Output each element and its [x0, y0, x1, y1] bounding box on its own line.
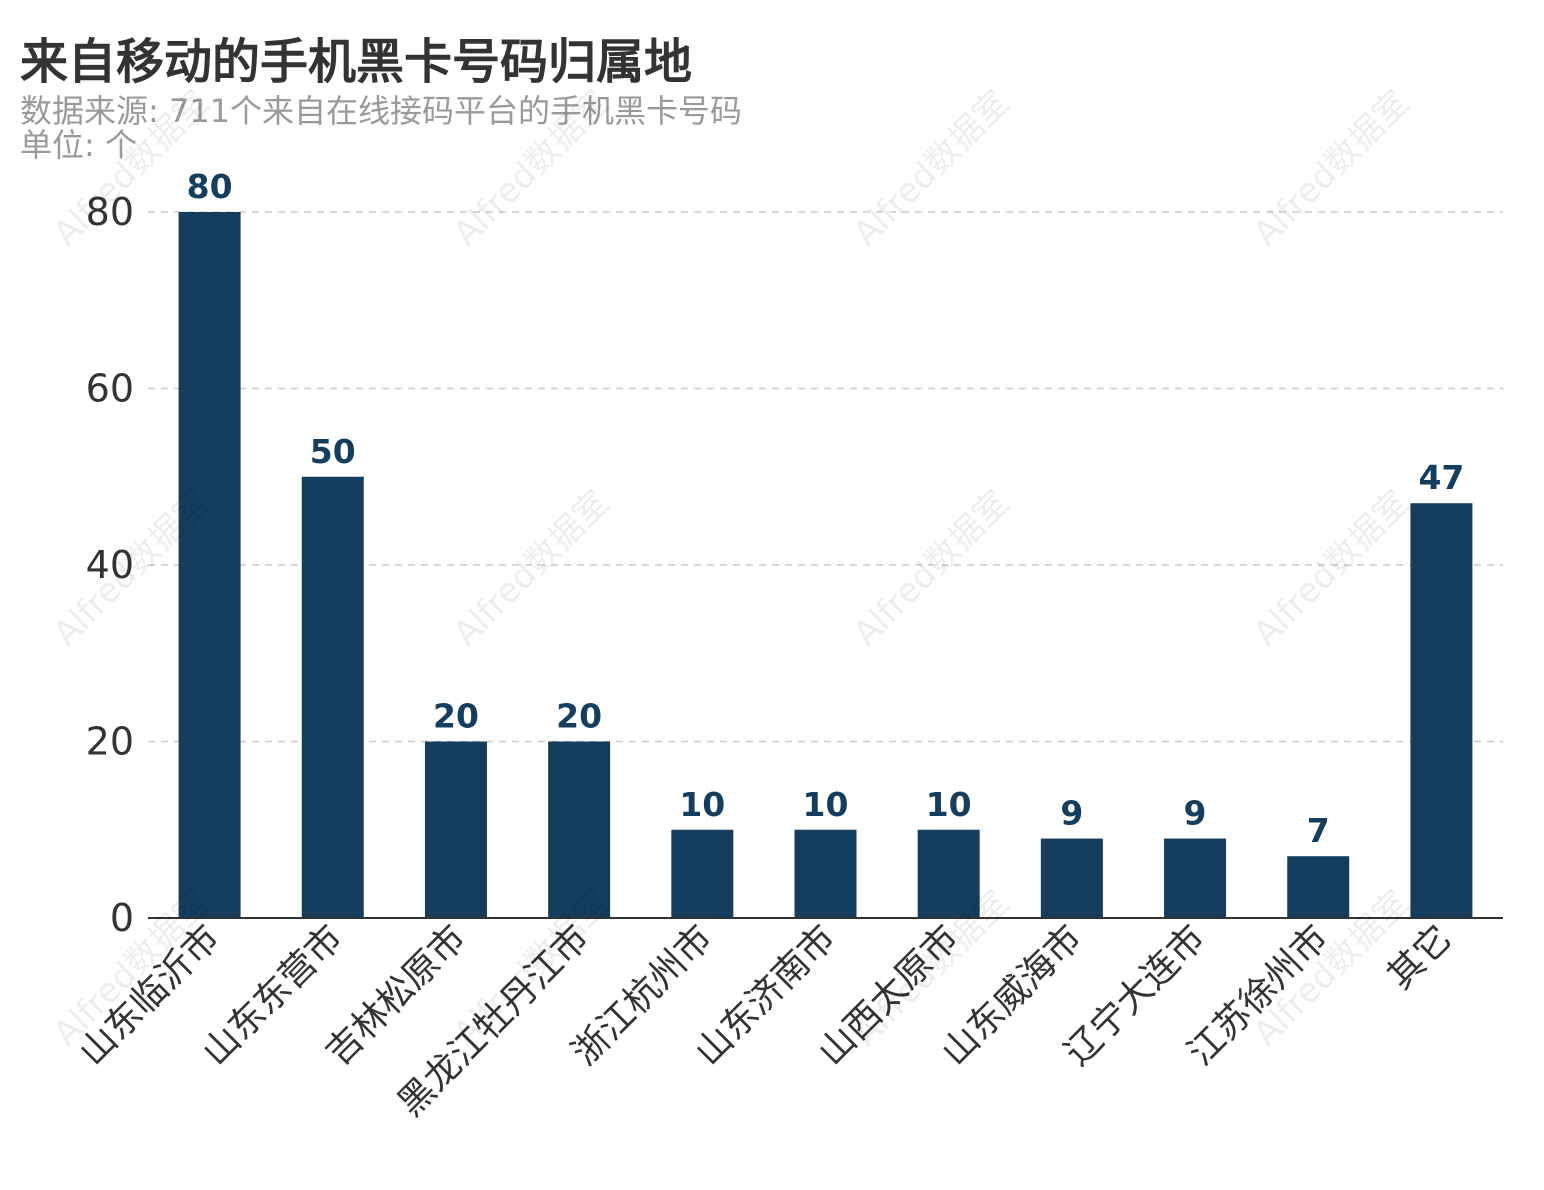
- bar: [1040, 838, 1103, 918]
- x-tick-label: 其它: [1380, 917, 1460, 997]
- bar: [917, 829, 980, 918]
- data-label: 10: [679, 785, 725, 824]
- bar: [548, 741, 611, 918]
- data-label: 9: [1060, 794, 1083, 833]
- data-label: 10: [926, 785, 972, 824]
- data-label: 50: [310, 432, 356, 471]
- data-label: 10: [803, 785, 849, 824]
- bar: [794, 829, 857, 918]
- y-tick-label: 40: [86, 543, 134, 587]
- data-label: 7: [1307, 811, 1330, 850]
- chart-unit: 单位: 个: [20, 126, 137, 164]
- y-tick-label: 80: [86, 190, 134, 234]
- bar: [1287, 856, 1350, 918]
- bar: [301, 476, 364, 918]
- chart-subtitle: 数据来源: 711个来自在线接码平台的手机黑卡号码: [20, 92, 743, 130]
- chart-title: 来自移动的手机黑卡号码归属地: [20, 34, 693, 90]
- data-label: 9: [1184, 794, 1207, 833]
- data-label: 20: [556, 697, 602, 736]
- bar: [1164, 838, 1227, 918]
- bar: [671, 829, 734, 918]
- y-tick-label: 20: [86, 720, 134, 764]
- data-label: 47: [1418, 458, 1464, 497]
- bar: [424, 741, 487, 918]
- data-label: 20: [433, 697, 479, 736]
- bar: [178, 212, 241, 918]
- bar: [1410, 503, 1473, 918]
- data-label: 80: [187, 167, 233, 206]
- y-tick-label: 0: [110, 896, 134, 940]
- y-tick-label: 60: [86, 367, 134, 411]
